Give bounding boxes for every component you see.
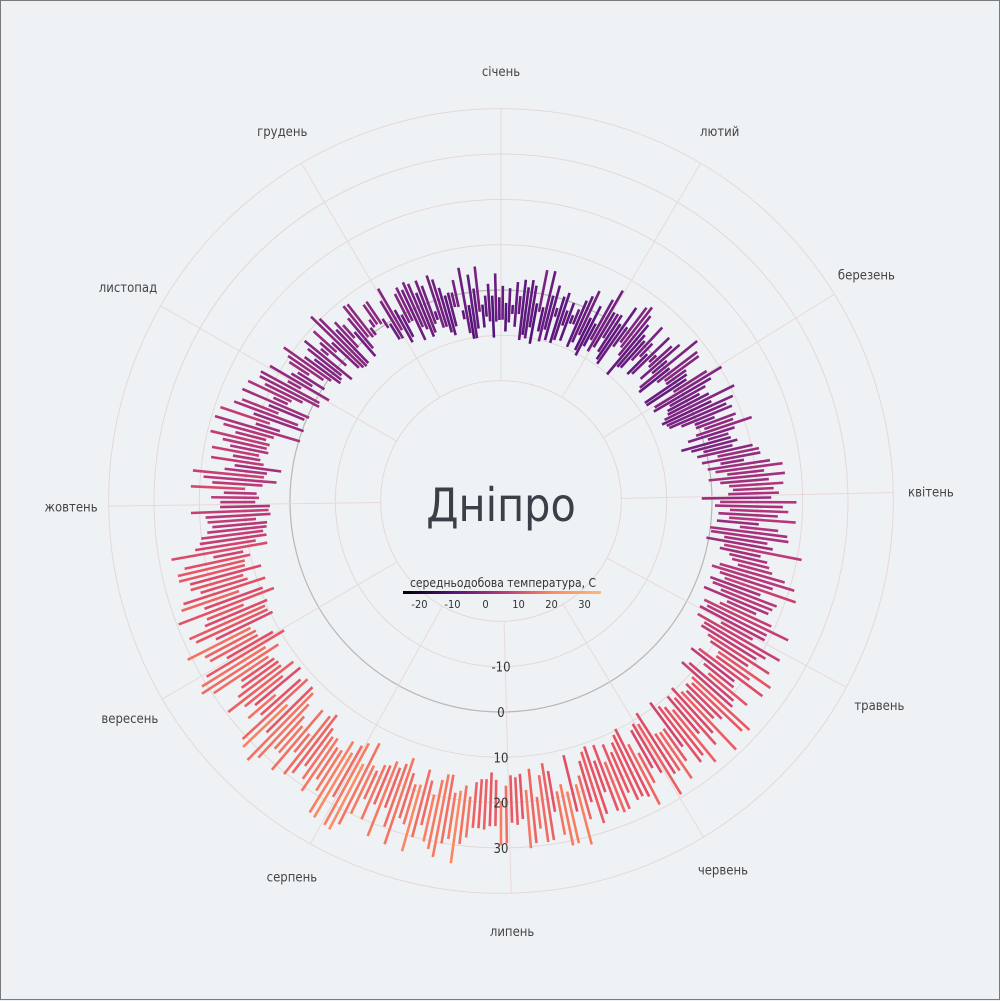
temperature-bar <box>717 521 759 525</box>
month-label: листопад <box>99 281 157 296</box>
temperature-bar <box>733 488 774 490</box>
legend-tick-label: 20 <box>545 598 558 611</box>
month-label: травень <box>854 699 904 714</box>
temperature-bar <box>200 535 267 545</box>
temperature-bar <box>709 473 785 481</box>
temperature-bar <box>740 527 778 531</box>
temperature-bar <box>505 303 506 332</box>
radial-tick-label: 30 <box>494 842 509 857</box>
temperature-bar <box>485 296 487 317</box>
temperature-bar <box>519 296 521 314</box>
temperature-bar <box>220 506 270 507</box>
legend-tick-label: 0 <box>482 598 488 611</box>
chart-title: Дніпро <box>426 478 576 532</box>
grid-spoke <box>603 294 834 437</box>
color-legend: середньодобова температура, С -20 -10 0 10 2… <box>403 576 601 611</box>
temperature-bar <box>730 510 788 512</box>
temperature-bar <box>435 311 438 320</box>
month-label: квітень <box>908 486 954 501</box>
temperature-bar <box>515 777 517 825</box>
legend-tick-label: 10 <box>512 598 525 611</box>
temperature-bar <box>728 493 779 495</box>
temperature-bar <box>421 781 432 825</box>
temperature-bar <box>451 791 461 863</box>
temperature-bar <box>473 782 477 828</box>
temperature-bar <box>212 482 262 485</box>
month-label: червень <box>698 863 748 878</box>
temperature-bar <box>488 284 490 322</box>
temperature-bar <box>424 795 435 842</box>
temperature-bar <box>715 506 783 507</box>
temperature-bar <box>211 497 259 498</box>
temperature-bar <box>539 775 548 842</box>
legend-tick-label: -20 <box>411 598 427 611</box>
temperature-bar <box>212 447 259 456</box>
temperature-bar <box>520 774 523 819</box>
temperature-bar <box>490 772 492 826</box>
temperature-bar <box>191 486 245 489</box>
radial-tick-label: -10 <box>491 661 510 676</box>
temperature-bar <box>191 510 269 513</box>
temperature-bar <box>484 779 487 829</box>
temperature-bar <box>512 305 513 314</box>
grid-spoke <box>562 163 700 397</box>
temperature-bar <box>515 282 518 327</box>
temperature-bar <box>509 288 510 322</box>
temperature-bar <box>729 483 783 487</box>
month-label: березень <box>838 268 895 283</box>
temperature-bar <box>702 498 771 499</box>
month-label: вересень <box>101 712 158 727</box>
legend-tick-label: 30 <box>578 598 591 611</box>
temperature-bar <box>206 514 271 518</box>
temperature-bars <box>171 267 801 864</box>
temperature-bar <box>510 775 512 822</box>
month-label: липень <box>490 925 535 940</box>
temperature-bar <box>258 704 308 757</box>
temperature-bar <box>482 305 484 328</box>
temperature-bar <box>478 779 481 828</box>
legend-colorbar <box>403 591 601 594</box>
temperature-bar <box>537 797 541 829</box>
month-label: жовтень <box>44 501 97 516</box>
radial-tick-label: 10 <box>494 751 509 766</box>
month-label: грудень <box>257 125 307 140</box>
temperature-bar <box>692 683 742 731</box>
temperature-bar <box>718 513 777 516</box>
temperature-bar <box>492 296 494 338</box>
temperature-bar <box>463 310 465 319</box>
radial-tick-label: 20 <box>494 797 509 812</box>
legend-title: середньодобова температура, С <box>410 576 596 590</box>
temperature-bar <box>314 331 337 352</box>
temperature-bar <box>506 786 507 844</box>
temperature-bar <box>208 519 256 523</box>
month-label: січень <box>482 65 520 80</box>
temperature-bar <box>351 766 374 814</box>
temperature-bar <box>466 797 470 838</box>
month-label: серпень <box>267 871 318 886</box>
month-label: лютий <box>700 125 739 140</box>
legend-tick-label: -10 <box>444 598 460 611</box>
grid-spoke <box>301 163 439 397</box>
temperature-bar <box>555 308 558 317</box>
radial-tick-label: 0 <box>497 706 504 721</box>
temperature-bar <box>526 790 531 848</box>
temperature-bar <box>495 273 496 321</box>
temperature-bar <box>224 493 257 494</box>
